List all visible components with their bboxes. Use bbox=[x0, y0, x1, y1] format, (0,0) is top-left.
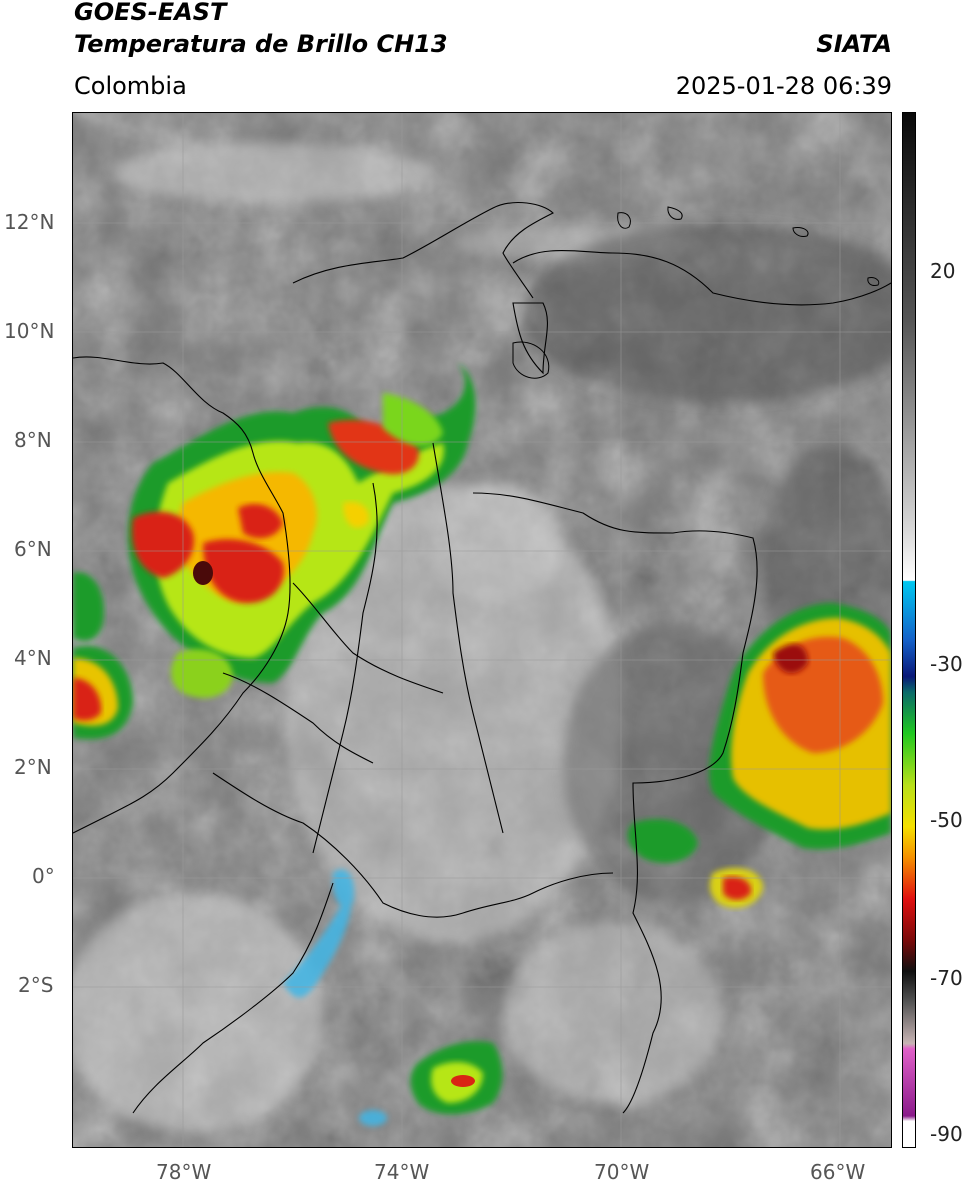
islands bbox=[512, 206, 880, 379]
product-title: Temperatura de Brillo CH13 bbox=[74, 30, 448, 58]
temperature-colorbar bbox=[902, 112, 916, 1148]
lon-tick-66w: 66°W bbox=[810, 1160, 866, 1184]
lat-tick-2s: 2°S bbox=[18, 973, 54, 997]
lat-tick-6n: 6°N bbox=[14, 537, 52, 561]
lon-tick-74w: 74°W bbox=[374, 1160, 430, 1184]
lon-tick-78w: 78°W bbox=[156, 1160, 212, 1184]
colorbar-tick-minus70: -70 bbox=[930, 966, 963, 990]
cold-cloud-blue bbox=[283, 869, 387, 1126]
lat-tick-0: 0° bbox=[32, 864, 55, 888]
satellite-title: GOES-EAST bbox=[74, 0, 227, 26]
graticule bbox=[73, 113, 891, 1147]
map-canvas bbox=[63, 113, 923, 1147]
lat-tick-4n: 4°N bbox=[14, 646, 52, 670]
colorbar-tick-minus50: -50 bbox=[930, 808, 963, 832]
storm-cluster-nw bbox=[128, 363, 476, 683]
colorbar-tick-minus30: -30 bbox=[930, 652, 963, 676]
satellite-map bbox=[63, 112, 923, 1148]
lat-tick-10n: 10°N bbox=[4, 319, 55, 343]
storm-cluster-south bbox=[410, 1041, 503, 1115]
lat-tick-12n: 12°N bbox=[4, 210, 55, 234]
colorbar-tick-20: 20 bbox=[930, 259, 956, 283]
colorbar-gradient bbox=[903, 113, 915, 1147]
datetime-label: 2025-01-28 06:39 bbox=[675, 72, 892, 100]
country-borders bbox=[72, 202, 892, 1114]
lat-tick-8n: 8°N bbox=[14, 428, 52, 452]
region-label: Colombia bbox=[74, 72, 187, 100]
colorbar-tick-minus90: -90 bbox=[930, 1122, 963, 1146]
storm-cluster-west-edge bbox=[73, 572, 233, 740]
lon-tick-70w: 70°W bbox=[594, 1160, 650, 1184]
lat-tick-2n: 2°N bbox=[14, 755, 52, 779]
agency-label: SIATA bbox=[816, 30, 892, 58]
